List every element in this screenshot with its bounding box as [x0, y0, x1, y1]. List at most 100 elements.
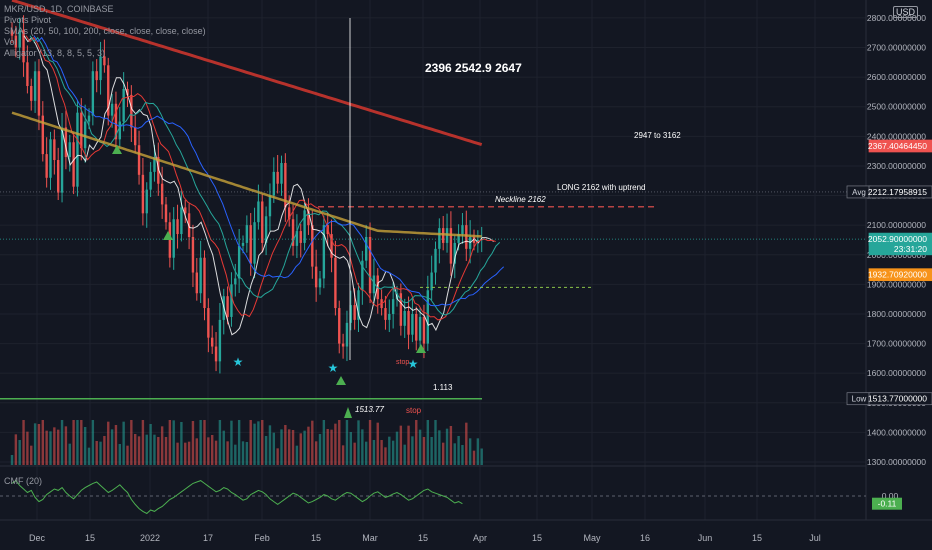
volume-bar	[176, 442, 179, 465]
x-tick-label: 15	[85, 533, 95, 543]
candle-body	[388, 313, 391, 320]
volume-bar	[384, 447, 387, 465]
candle-body	[95, 71, 98, 81]
volume-bar	[187, 441, 191, 465]
volume-bar	[453, 443, 456, 465]
legend-alligator[interactable]: Alligator (13, 8, 8, 5, 5, 3)	[4, 48, 106, 58]
volume-bar	[280, 429, 283, 465]
candle-body	[91, 71, 95, 116]
y-tick-label: 1900.00000000	[867, 279, 926, 289]
volume-bar	[14, 434, 18, 465]
volume-bar	[103, 436, 106, 465]
stop-label: stop	[396, 359, 409, 366]
pivot-star: ★	[328, 361, 339, 375]
y-tick-label: 1600.00000000	[867, 368, 926, 378]
cmf-label[interactable]: CMF (20)	[4, 476, 42, 486]
volume-bar	[257, 421, 260, 465]
candle-body	[176, 219, 179, 235]
candle-body	[218, 319, 222, 362]
volume-bar	[230, 420, 233, 465]
candle-body	[245, 225, 249, 243]
volume-bar	[361, 429, 364, 465]
volume-bar	[465, 422, 468, 465]
candle-body	[149, 171, 152, 190]
volume-bar	[418, 429, 422, 465]
volume-bar	[330, 429, 333, 465]
volume-bar	[234, 444, 237, 465]
buy-triangle	[112, 145, 122, 154]
candle-body	[226, 296, 229, 317]
candle-body	[10, 29, 14, 36]
candle-body	[365, 237, 368, 261]
low-price-label: 1513.77	[355, 405, 384, 414]
volume-bar	[422, 437, 426, 465]
volume-bar	[222, 430, 225, 465]
candle-body	[284, 162, 287, 208]
candle-body	[338, 308, 341, 344]
price-tag	[868, 392, 932, 406]
volume-bar	[130, 420, 133, 465]
candle-body	[234, 278, 237, 285]
volume-bar	[314, 441, 318, 465]
candle-body	[80, 112, 83, 149]
candle-body	[37, 71, 41, 116]
currency-badge[interactable]: USD	[893, 6, 919, 18]
candle-body	[299, 231, 302, 243]
candle-body	[430, 272, 433, 291]
alligator-jaw-line	[33, 35, 505, 307]
candle-body	[184, 207, 187, 214]
legend-smas[interactable]: SMAs (20, 50, 100, 200, close, close, cl…	[4, 26, 206, 36]
candle-body	[318, 278, 322, 288]
volume-bar	[60, 420, 64, 465]
candle-body	[465, 225, 468, 249]
volume-bar	[461, 445, 464, 465]
legend-symbol[interactable]: MKR/USD, 1D, COINBASE	[4, 4, 114, 14]
candle-body	[137, 145, 141, 175]
volume-bar	[126, 445, 129, 465]
volume-bar	[41, 420, 44, 465]
sma-200-line	[11, 0, 483, 147]
candle-body	[230, 284, 233, 317]
candle-body	[60, 127, 64, 193]
candle-body	[407, 311, 410, 335]
sma-100-line	[11, 111, 482, 238]
volume-bar	[253, 423, 256, 465]
candle-body	[160, 183, 164, 205]
cmf-value-tag: -0.11	[878, 499, 897, 509]
range-label: 2947 to 3162	[634, 131, 681, 140]
x-tick-label: Dec	[29, 533, 46, 543]
candle-body	[114, 103, 118, 140]
candle-body	[64, 127, 68, 158]
volume-bar	[164, 437, 168, 465]
candle-body	[180, 207, 183, 235]
volume-bar	[430, 437, 433, 465]
volume-bar	[134, 434, 137, 465]
candle-body	[472, 237, 476, 243]
chart-legend: MKR/USD, 1D, COINBASE Pivots Pivot SMAs …	[4, 4, 206, 59]
volume-bar	[457, 436, 460, 465]
candle-body	[214, 346, 218, 362]
candle-body	[172, 219, 175, 258]
cmf-value-tag-box	[872, 497, 902, 510]
volume-bar	[307, 426, 310, 465]
volume-bar	[245, 442, 249, 465]
candle-body	[457, 234, 460, 243]
volume-bar	[110, 429, 114, 465]
volume-bar	[391, 440, 395, 465]
candle-body	[49, 139, 52, 178]
volume-bar	[10, 455, 14, 465]
legend-pivots[interactable]: Pivots Pivot	[4, 15, 52, 25]
y-tick-label: 1800.00000000	[867, 309, 926, 319]
candle-body	[295, 231, 299, 246]
candle-body	[415, 313, 418, 341]
volume-bar	[438, 430, 441, 465]
volume-bar	[480, 448, 483, 465]
targets-label: 2396 2542.9 2647	[425, 61, 522, 75]
y-tick-label: 2500.00000000	[867, 102, 926, 112]
candle-body	[203, 257, 206, 309]
candle-body	[307, 210, 310, 226]
legend-vol[interactable]: Vol	[4, 37, 17, 47]
candle-body	[164, 204, 168, 223]
volume-bar	[295, 445, 299, 465]
volume-bar	[415, 420, 418, 465]
